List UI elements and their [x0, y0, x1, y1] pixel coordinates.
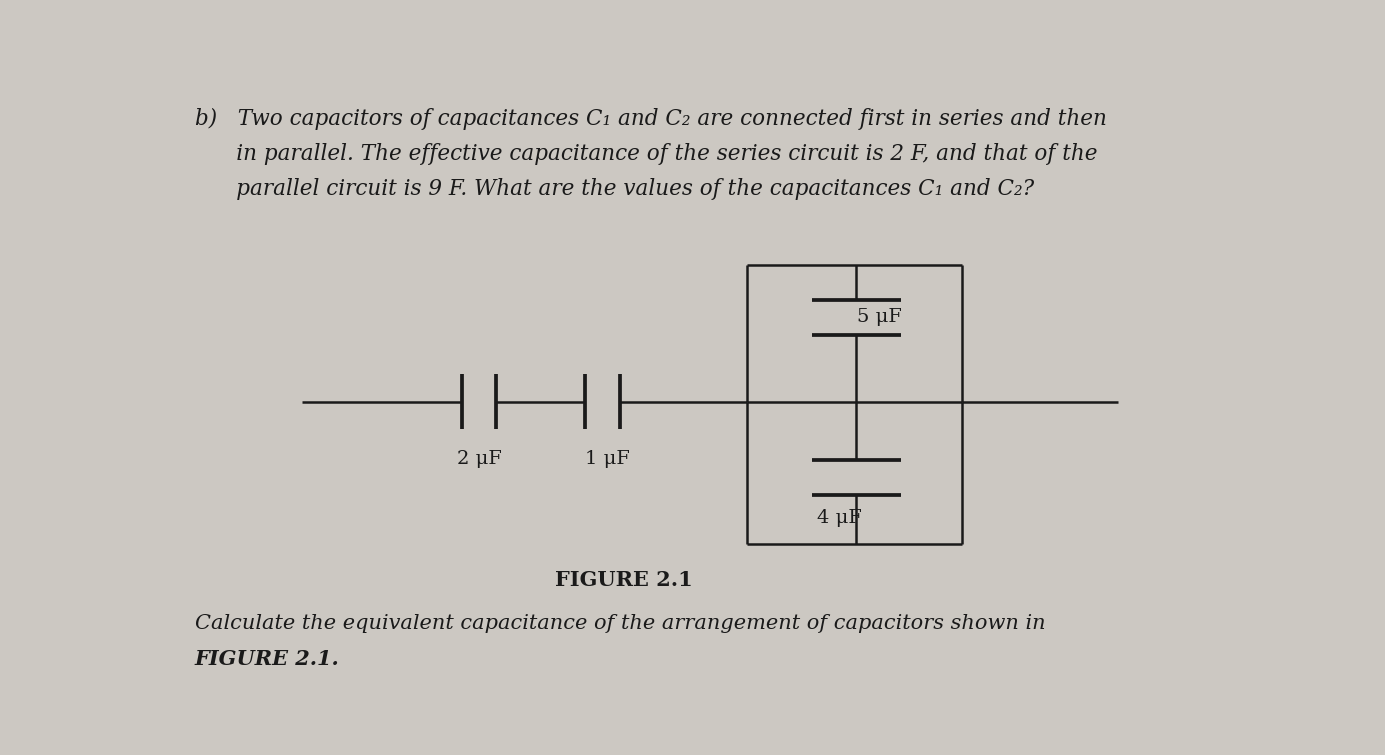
Text: in parallel. The effective capacitance of the series circuit is 2 F, and that of: in parallel. The effective capacitance o… [194, 143, 1097, 165]
Text: 1 μF: 1 μF [586, 449, 630, 467]
Text: FIGURE 2.1: FIGURE 2.1 [555, 570, 692, 590]
Text: b)   Two capacitors of capacitances C₁ and C₂ are connected first in series and : b) Two capacitors of capacitances C₁ and… [194, 108, 1107, 130]
Text: 5 μF: 5 μF [857, 308, 902, 326]
Text: 2 μF: 2 μF [457, 449, 501, 467]
Text: FIGURE 2.1.: FIGURE 2.1. [194, 649, 339, 669]
Text: Calculate the equivalent capacitance of the arrangement of capacitors shown in: Calculate the equivalent capacitance of … [194, 614, 1046, 633]
Text: 4 μF: 4 μF [817, 509, 861, 527]
Text: parallel circuit is 9 F. What are the values of the capacitances C₁ and C₂?: parallel circuit is 9 F. What are the va… [194, 178, 1033, 200]
